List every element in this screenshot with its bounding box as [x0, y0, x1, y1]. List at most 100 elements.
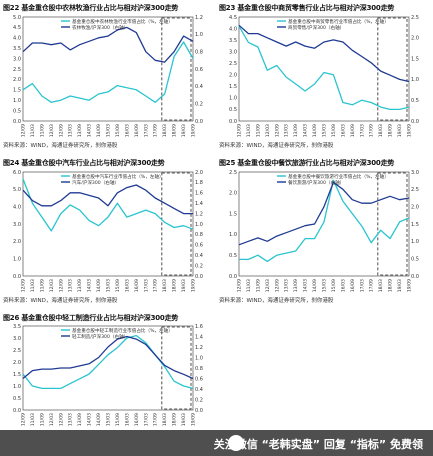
y-right-tick-label: 1.2 — [195, 345, 203, 351]
x-tick-label: 11/03 — [30, 279, 36, 292]
x-tick-label: 11/03 — [246, 279, 252, 292]
legend-label: 基金重仓股中轻工制造行业市值占比（%，左轴） — [72, 327, 173, 334]
chart-svg: 0.0 0.5 1.0 1.5 2.0 2.5 0.0 0.5 1.0 1.5 2.0 2.5 3.0 1… — [229, 170, 419, 292]
y-right-tick-label: 1.4 — [195, 201, 203, 207]
y-left-tick-label: 1.0 — [13, 98, 21, 104]
x-tick-label: 17/09 — [369, 124, 375, 137]
y-left-tick-label: 1.5 — [229, 84, 237, 90]
y-right-tick-label: 2.5 — [411, 187, 419, 193]
y-right-tick-label: 2.5 — [411, 15, 419, 21]
series-line-share — [22, 178, 194, 232]
source-note: 资料来源：WIND，海通证券研究所，刹你港股 — [219, 298, 334, 304]
y-right-tick-label: 2.0 — [195, 170, 203, 176]
x-tick-label: 18/03 — [162, 413, 168, 426]
y-right-tick-label: 0.0 — [195, 119, 203, 125]
chart-panel-24: 图24 基金重仓股中汽车行业占比与相对沪深300走势 0.0 1.0 2.0 3.0 4… — [3, 158, 213, 308]
series-line-relative — [238, 24, 410, 83]
x-tick-label: 12/09 — [21, 413, 27, 426]
x-tick-label: 16/09 — [350, 124, 356, 137]
plot-frame — [238, 16, 410, 122]
y-left-tick-label: 3.5 — [13, 324, 21, 330]
x-tick-label: 16/03 — [124, 124, 130, 137]
x-tick-label: 13/09 — [293, 124, 299, 137]
x-tick-label: 16/09 — [134, 279, 140, 292]
x-tick-label: 19/03 — [181, 413, 187, 426]
x-tick-label: 15/09 — [331, 124, 337, 137]
x-tick-label: 11/09 — [39, 413, 45, 426]
x-tick-label: 11/03 — [30, 413, 36, 426]
series-line-relative — [238, 181, 410, 246]
x-tick-label: 19/09 — [407, 279, 413, 292]
x-tick-label: 18/09 — [388, 279, 394, 292]
x-tick-label: 11/03 — [246, 124, 252, 137]
y-left-tick-label: 0.5 — [229, 107, 237, 113]
legend-label: 商贸零售/沪深300（右轴） — [288, 24, 344, 31]
y-right-tick-label: 0.0 — [411, 274, 419, 280]
legend-label: 餐饮旅游/沪深300（右轴） — [288, 179, 344, 186]
y-left-tick-label: 3.0 — [13, 56, 21, 62]
x-tick-label: 16/03 — [124, 279, 130, 292]
x-tick-label: 13/09 — [77, 124, 83, 137]
x-tick-label: 12/03 — [265, 279, 271, 292]
x-tick-label: 18/09 — [172, 413, 178, 426]
y-right-tick-label: 0.5 — [411, 98, 419, 104]
y-right-tick-label: 0.8 — [195, 366, 203, 372]
y-right-tick-label: 1.0 — [195, 222, 203, 228]
x-tick-label: 12/09 — [274, 279, 280, 292]
x-tick-label: 14/09 — [312, 124, 318, 137]
x-tick-label: 19/03 — [181, 124, 187, 137]
chart-svg: 0.0 0.5 1.0 1.5 2.0 2.5 3.0 3.5 4.0 4.5 0.0 0.5 1.0 1… — [229, 15, 419, 137]
x-tick-label: 18/09 — [172, 124, 178, 137]
y-right-tick-label: 0.6 — [195, 243, 203, 249]
x-tick-label: 12/09 — [274, 124, 280, 137]
y-right-tick-label: 1.5 — [411, 222, 419, 228]
y-right-tick-label: 1.6 — [195, 191, 203, 197]
x-tick-label: 17/03 — [143, 413, 149, 426]
y-left-tick-label: 5.0 — [13, 15, 21, 21]
y-left-tick-label: 2.0 — [229, 191, 237, 197]
chart-panel-22: 图22 基金重仓股中农林牧渔行业占比与相对沪深300走势 0.0 0.5 1.0 1.… — [3, 3, 213, 153]
y-left-tick-label: 6.0 — [13, 170, 21, 176]
x-tick-label: 18/09 — [172, 279, 178, 292]
y-left-tick-label: 0.0 — [13, 274, 21, 280]
x-tick-label: 15/03 — [322, 279, 328, 292]
x-tick-label: 17/03 — [359, 279, 365, 292]
series-line-share — [22, 41, 194, 103]
y-left-tick-label: 3.0 — [13, 222, 21, 228]
series-line-relative — [22, 184, 193, 215]
y-right-tick-label: 0.8 — [195, 49, 203, 55]
source-note: 资料来源：WIND，海通证券研究所，刹你港股 — [3, 298, 118, 304]
x-tick-label: 15/09 — [331, 279, 337, 292]
y-right-tick-label: 1.6 — [195, 324, 203, 330]
x-tick-label: 12/09 — [237, 279, 243, 292]
x-tick-label: 14/03 — [303, 124, 309, 137]
x-tick-label: 17/03 — [359, 124, 365, 137]
chart-title: 图24 基金重仓股中汽车行业占比与相对沪深300走势 — [3, 159, 165, 167]
y-right-tick-label: 0.4 — [195, 253, 203, 259]
x-tick-label: 13/09 — [77, 413, 83, 426]
y-right-tick-label: 0.2 — [195, 263, 203, 269]
x-tick-label: 18/03 — [162, 124, 168, 137]
y-left-tick-label: 1.5 — [229, 211, 237, 217]
highlight-box — [161, 326, 192, 410]
x-tick-label: 11/09 — [39, 279, 45, 292]
x-tick-label: 14/09 — [96, 413, 102, 426]
y-right-tick-label: 0.0 — [195, 408, 203, 414]
plot-frame — [22, 16, 194, 122]
y-right-tick-label: 1.5 — [411, 56, 419, 62]
y-left-tick-label: 1.5 — [13, 372, 21, 378]
y-left-tick-label: 2.5 — [13, 348, 21, 354]
x-tick-label: 14/03 — [87, 279, 93, 292]
x-tick-label: 17/09 — [153, 124, 159, 137]
y-left-tick-label: 3.5 — [13, 46, 21, 52]
plot-frame — [238, 171, 410, 277]
wechat-icon — [228, 435, 244, 451]
x-tick-label: 12/03 — [49, 279, 55, 292]
y-left-tick-label: 5.0 — [13, 187, 21, 193]
x-tick-label: 13/03 — [68, 279, 74, 292]
x-tick-label: 13/09 — [77, 279, 83, 292]
x-tick-label: 19/09 — [407, 124, 413, 137]
x-tick-label: 15/03 — [322, 124, 328, 137]
highlight-box — [161, 17, 192, 121]
y-right-tick-label: 1.4 — [195, 334, 203, 340]
